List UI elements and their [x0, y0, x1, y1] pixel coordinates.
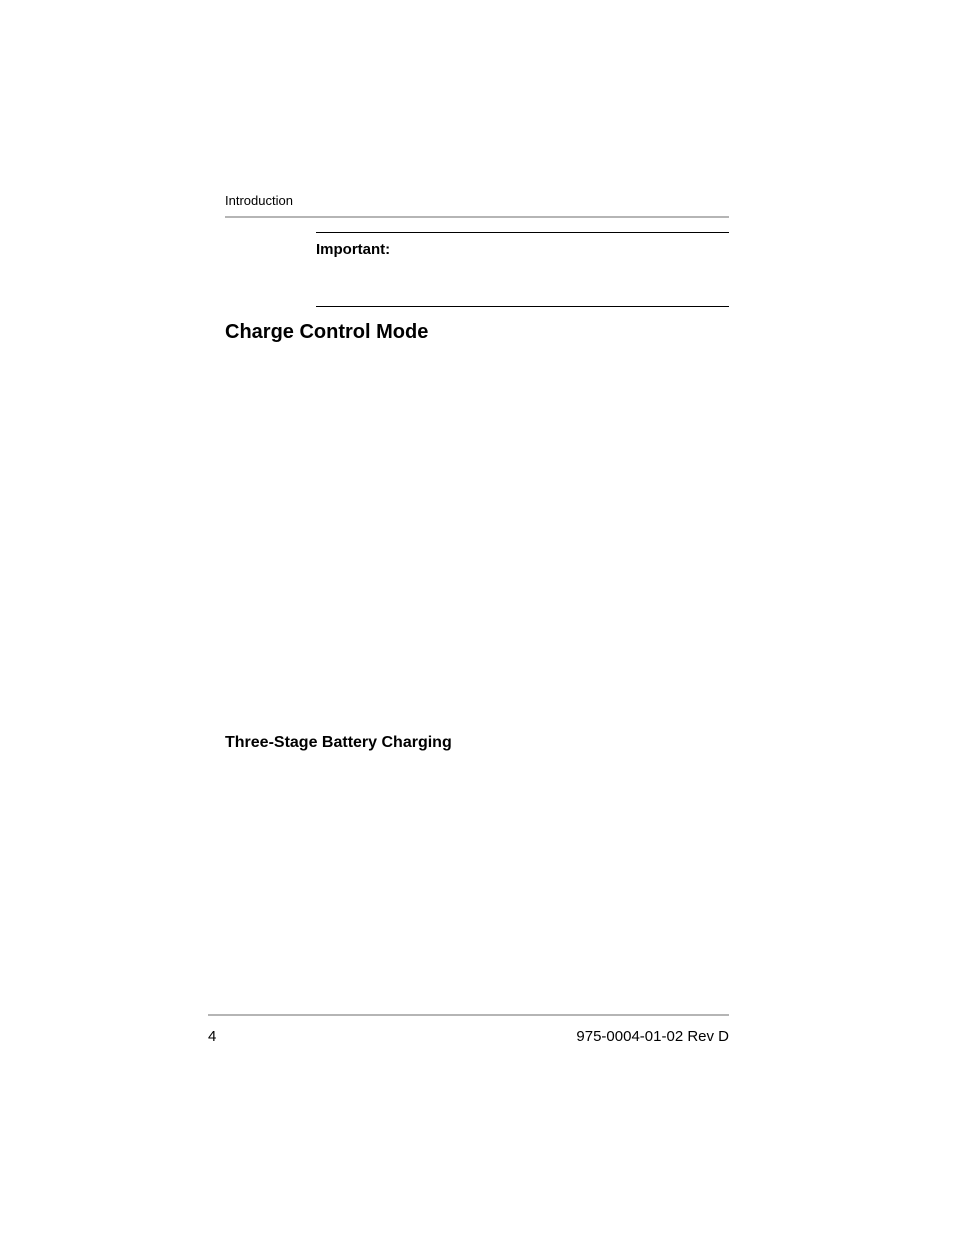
note-rule-top	[316, 232, 729, 233]
page-footer: 4 975-0004-01-02 Rev D	[208, 1014, 729, 1045]
important-label: Important:	[316, 241, 729, 258]
note-rule-bottom	[316, 306, 729, 307]
footer-content: 4 975-0004-01-02 Rev D	[208, 1028, 729, 1045]
footer-rule	[208, 1014, 729, 1016]
document-id: 975-0004-01-02 Rev D	[576, 1028, 729, 1045]
document-page: Introduction Important: Charge Control M…	[0, 0, 954, 1235]
section-label: Introduction	[225, 193, 729, 208]
page-header: Introduction	[225, 193, 729, 218]
section-heading: Charge Control Mode	[225, 321, 729, 344]
header-rule	[225, 216, 729, 218]
subsection-heading: Three-Stage Battery Charging	[225, 734, 729, 752]
important-note-box: Important:	[316, 232, 729, 307]
page-number: 4	[208, 1028, 216, 1045]
